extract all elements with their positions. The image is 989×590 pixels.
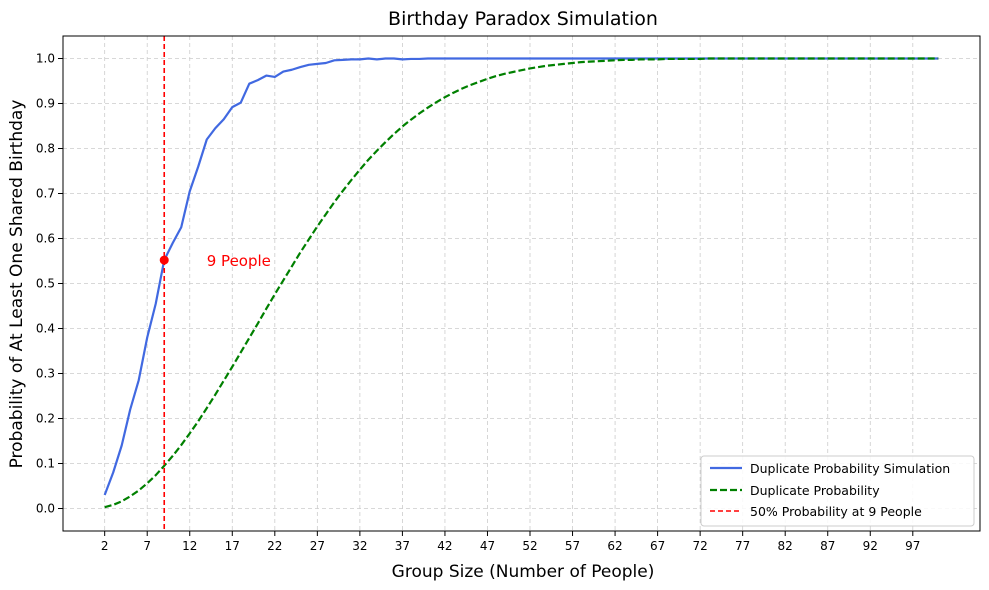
x-tick-label: 7 — [143, 539, 151, 553]
y-tick-label: 0.7 — [36, 187, 55, 201]
x-tick-label: 42 — [437, 539, 452, 553]
legend-label-threshold: 50% Probability at 9 People — [750, 504, 922, 519]
y-tick-label: 0.0 — [36, 502, 55, 516]
x-tick-label: 22 — [267, 539, 282, 553]
y-tick-label: 0.1 — [36, 457, 55, 471]
x-tick-label: 2 — [101, 539, 109, 553]
x-tick-label: 82 — [778, 539, 793, 553]
legend-label-simulation: Duplicate Probability Simulation — [750, 461, 950, 476]
y-axis-label: Probability of At Least One Shared Birth… — [7, 100, 27, 469]
x-tick-label: 92 — [863, 539, 878, 553]
y-tick-label: 1.0 — [36, 52, 55, 66]
chart-title: Birthday Paradox Simulation — [388, 8, 658, 30]
x-tick-label: 37 — [395, 539, 410, 553]
y-tick-label: 0.9 — [36, 97, 55, 111]
x-tick-label: 57 — [565, 539, 580, 553]
x-tick-label: 17 — [225, 539, 240, 553]
series-line-theory — [104, 57, 939, 509]
series-layer — [103, 36, 939, 531]
x-tick-label: 72 — [692, 539, 707, 553]
x-tick-label: 27 — [310, 539, 325, 553]
threshold-marker — [159, 255, 169, 265]
y-tick-label: 0.8 — [36, 142, 55, 156]
legend: Duplicate Probability Simulation Duplica… — [700, 455, 975, 527]
legend-box — [700, 455, 975, 527]
x-tick-label: 87 — [820, 539, 835, 553]
x-tick-label: 77 — [735, 539, 750, 553]
y-tick-label: 0.3 — [36, 367, 55, 381]
x-tick-label: 12 — [182, 539, 197, 553]
legend-label-theory: Duplicate Probability — [750, 483, 880, 498]
annotation-9-people: 9 People — [207, 252, 271, 270]
y-axis-ticks: 0.0 0.1 0.2 0.3 0.4 0.5 0.6 0.7 0.8 0.9 1.0 — [36, 52, 63, 516]
x-axis-label: Group Size (Number of People) — [392, 562, 655, 582]
x-tick-label: 67 — [650, 539, 665, 553]
y-tick-label: 0.2 — [36, 412, 55, 426]
x-tick-label: 52 — [522, 539, 537, 553]
x-tick-label: 32 — [352, 539, 367, 553]
y-tick-label: 0.6 — [36, 232, 55, 246]
y-tick-label: 0.4 — [36, 322, 55, 336]
x-tick-label: 62 — [607, 539, 622, 553]
y-tick-label: 0.5 — [36, 277, 55, 291]
x-tick-label: 47 — [480, 539, 495, 553]
x-axis-ticks: 2 7 12 17 22 27 32 37 42 47 52 57 62 67 72 77 82 87 92 97 — [101, 531, 920, 553]
x-tick-label: 97 — [905, 539, 920, 553]
